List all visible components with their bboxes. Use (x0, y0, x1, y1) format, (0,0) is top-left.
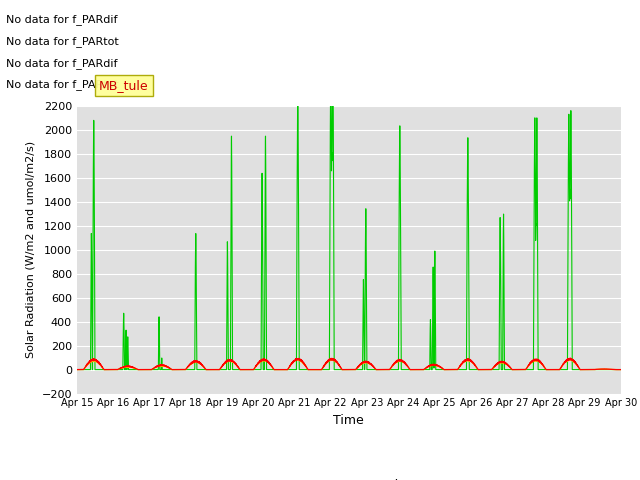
Text: No data for f_PARdif: No data for f_PARdif (6, 14, 118, 25)
Text: No data for f_PARtot: No data for f_PARtot (6, 36, 119, 47)
Legend: PAR Water, PAR Tule, PAR In: PAR Water, PAR Tule, PAR In (188, 474, 510, 480)
Y-axis label: Solar Radiation (W/m2 and umol/m2/s): Solar Radiation (W/m2 and umol/m2/s) (26, 141, 36, 358)
Text: MB_tule: MB_tule (99, 79, 149, 92)
Text: No data for f_PARdif: No data for f_PARdif (6, 58, 118, 69)
Text: No data for f_PARtot: No data for f_PARtot (6, 79, 119, 90)
X-axis label: Time: Time (333, 414, 364, 427)
